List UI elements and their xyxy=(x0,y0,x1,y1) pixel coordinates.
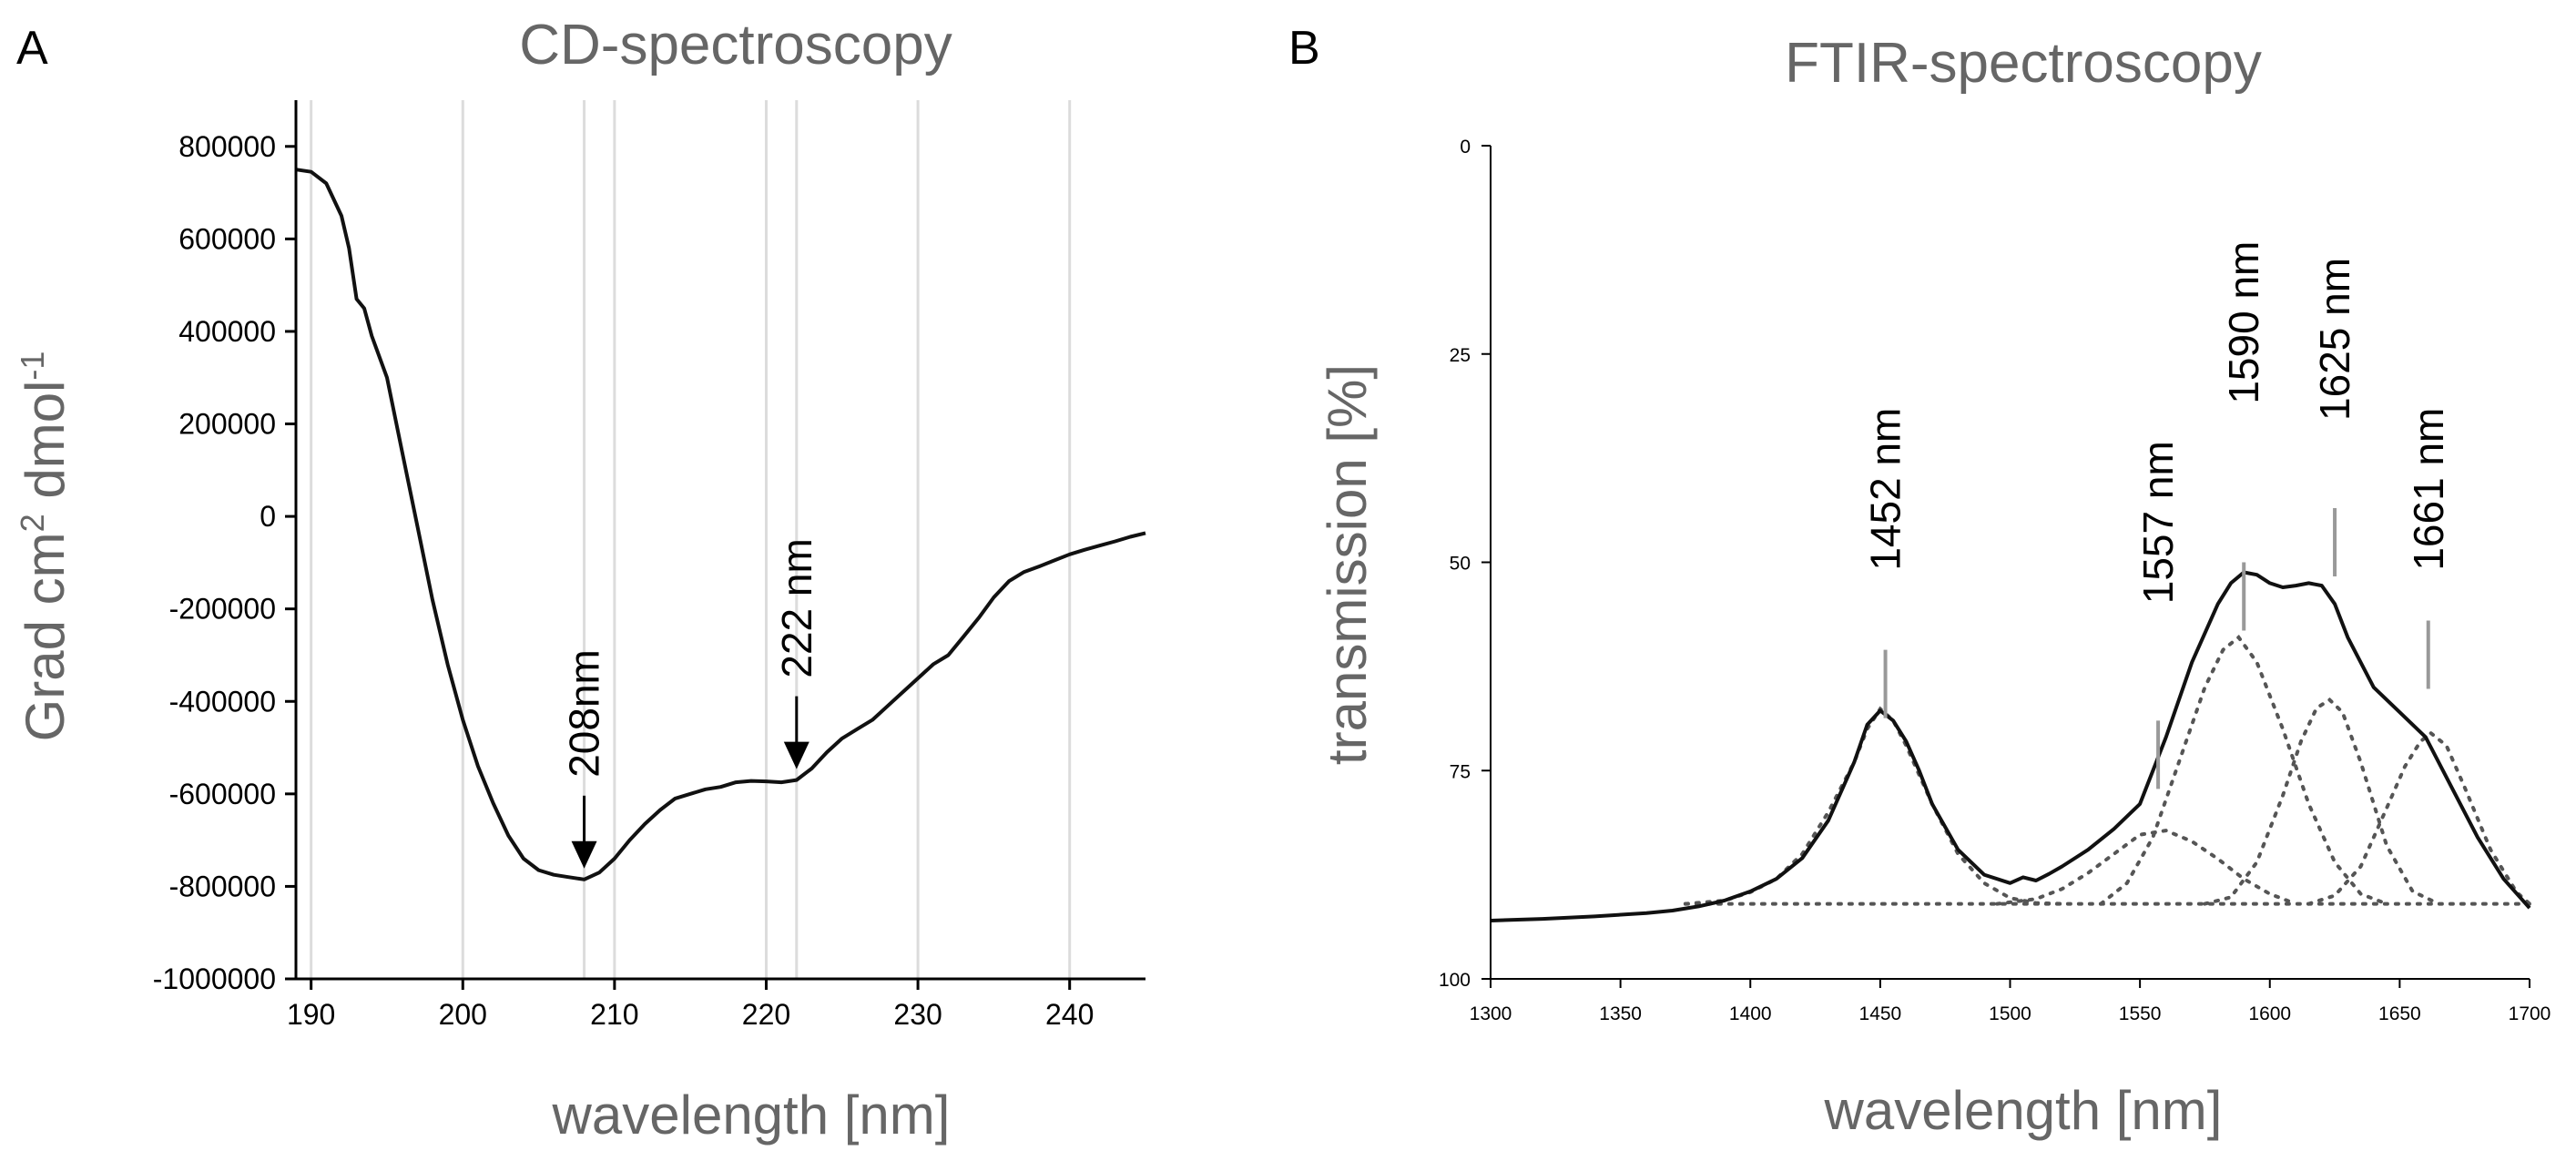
b-xtick-label: 1500 xyxy=(1989,1003,2031,1024)
a-cd-curve xyxy=(295,168,1146,881)
ylabel-sup-mol: -1 xyxy=(14,351,51,381)
b-peak-label: 1590 nm xyxy=(2220,241,2267,404)
a-ytick-label: -800000 xyxy=(169,870,276,902)
a-ytick-label: -200000 xyxy=(169,593,276,626)
a-ytick-label: 600000 xyxy=(178,222,276,255)
panel-a-x-axis-label: wavelength [nm] xyxy=(552,1085,951,1146)
b-ytick-label: 75 xyxy=(1450,761,1471,782)
a-annot-label: 222 nm xyxy=(773,538,820,677)
ylabel-part-main: Grad cm xyxy=(15,532,76,741)
b-xtick-label: 1600 xyxy=(2248,1003,2291,1024)
a-annot-arrowhead xyxy=(571,840,597,869)
b-fit-curve xyxy=(1995,829,2298,906)
panel-b-ftir-chart: B FTIR-spectroscopy 0 25 50 75 100 1300 1350 14… xyxy=(1288,22,2551,1141)
panel-a-y-axis-label: Grad cm2 dmol-1 xyxy=(14,351,76,742)
b-xtick-label: 1300 xyxy=(1470,1003,1512,1024)
a-xtick-label: 230 xyxy=(893,998,942,1031)
b-xtick-label: 1700 xyxy=(2509,1003,2551,1024)
a-xtick-label: 240 xyxy=(1045,998,1094,1031)
a-xtick-label: 190 xyxy=(287,998,335,1031)
b-ytick-label: 50 xyxy=(1450,554,1471,575)
a-ytick-label: -400000 xyxy=(169,685,276,718)
b-xtick-label: 1550 xyxy=(2119,1003,2162,1024)
b-peak-label: 1661 nm xyxy=(2405,408,2452,571)
panel-b-x-axis-label: wavelength [nm] xyxy=(1824,1080,2223,1141)
b-xtick-label: 1450 xyxy=(1859,1003,1902,1024)
a-ytick-label: 0 xyxy=(260,500,276,533)
panel-a-title: CD-spectroscopy xyxy=(519,14,952,76)
b-peak-label: 1557 nm xyxy=(2134,441,2182,604)
b-xtick-label: 1350 xyxy=(1599,1003,1642,1024)
a-ytick-label: 200000 xyxy=(178,408,276,441)
a-xtick-label: 200 xyxy=(439,998,487,1031)
panel-b-y-axis-label: transmission [%] xyxy=(1317,364,1378,765)
b-fit-curve xyxy=(2306,730,2531,906)
b-xtick-label: 1400 xyxy=(1729,1003,1772,1024)
b-ytick-label: 25 xyxy=(1450,345,1471,366)
b-ytick-label: 100 xyxy=(1439,970,1471,991)
a-ytick-label: 800000 xyxy=(178,130,276,163)
a-ytick-label: -600000 xyxy=(169,778,276,810)
b-peak-label: 1625 nm xyxy=(2311,258,2358,421)
a-annot-label: 208nm xyxy=(561,649,608,778)
b-fit-curve xyxy=(1683,706,2064,906)
panel-b-title: FTIR-spectroscopy xyxy=(1785,32,2262,95)
b-fit-curve xyxy=(2099,635,2389,906)
panel-b-letter: B xyxy=(1288,22,1320,75)
b-peak-label: 1452 nm xyxy=(1862,408,1909,571)
a-ytick-label: 400000 xyxy=(178,315,276,348)
b-ytick-label: 0 xyxy=(1460,137,1471,158)
b-fit-curve xyxy=(2203,697,2441,906)
a-annot-arrowhead xyxy=(783,741,809,769)
a-xtick-label: 220 xyxy=(742,998,790,1031)
panel-a-letter: A xyxy=(16,22,48,75)
a-ytick-label: -1000000 xyxy=(153,962,276,995)
b-xtick-label: 1650 xyxy=(2378,1003,2421,1024)
panel-a-cd-chart: A CD-spectroscopy -1000000 -800000 -600000… xyxy=(14,14,1146,1146)
b-ftir-curve xyxy=(1490,570,2531,922)
a-xtick-label: 210 xyxy=(590,998,638,1031)
ylabel-part-mid: dmol xyxy=(15,381,76,514)
ylabel-sup-cm: 2 xyxy=(14,514,51,532)
